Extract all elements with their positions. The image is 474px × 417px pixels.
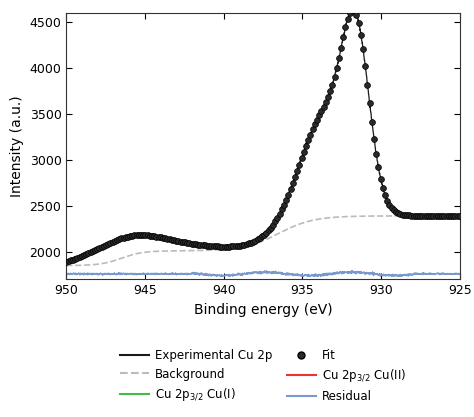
X-axis label: Binding energy (eV): Binding energy (eV) <box>194 303 332 317</box>
Legend: Experimental Cu 2p, Background, Cu 2p$_{3/2}$ Cu(I), Fit, Cu 2p$_{3/2}$ Cu(II), : Experimental Cu 2p, Background, Cu 2p$_{… <box>115 344 411 408</box>
Y-axis label: Intensity (a.u.): Intensity (a.u.) <box>10 95 24 197</box>
